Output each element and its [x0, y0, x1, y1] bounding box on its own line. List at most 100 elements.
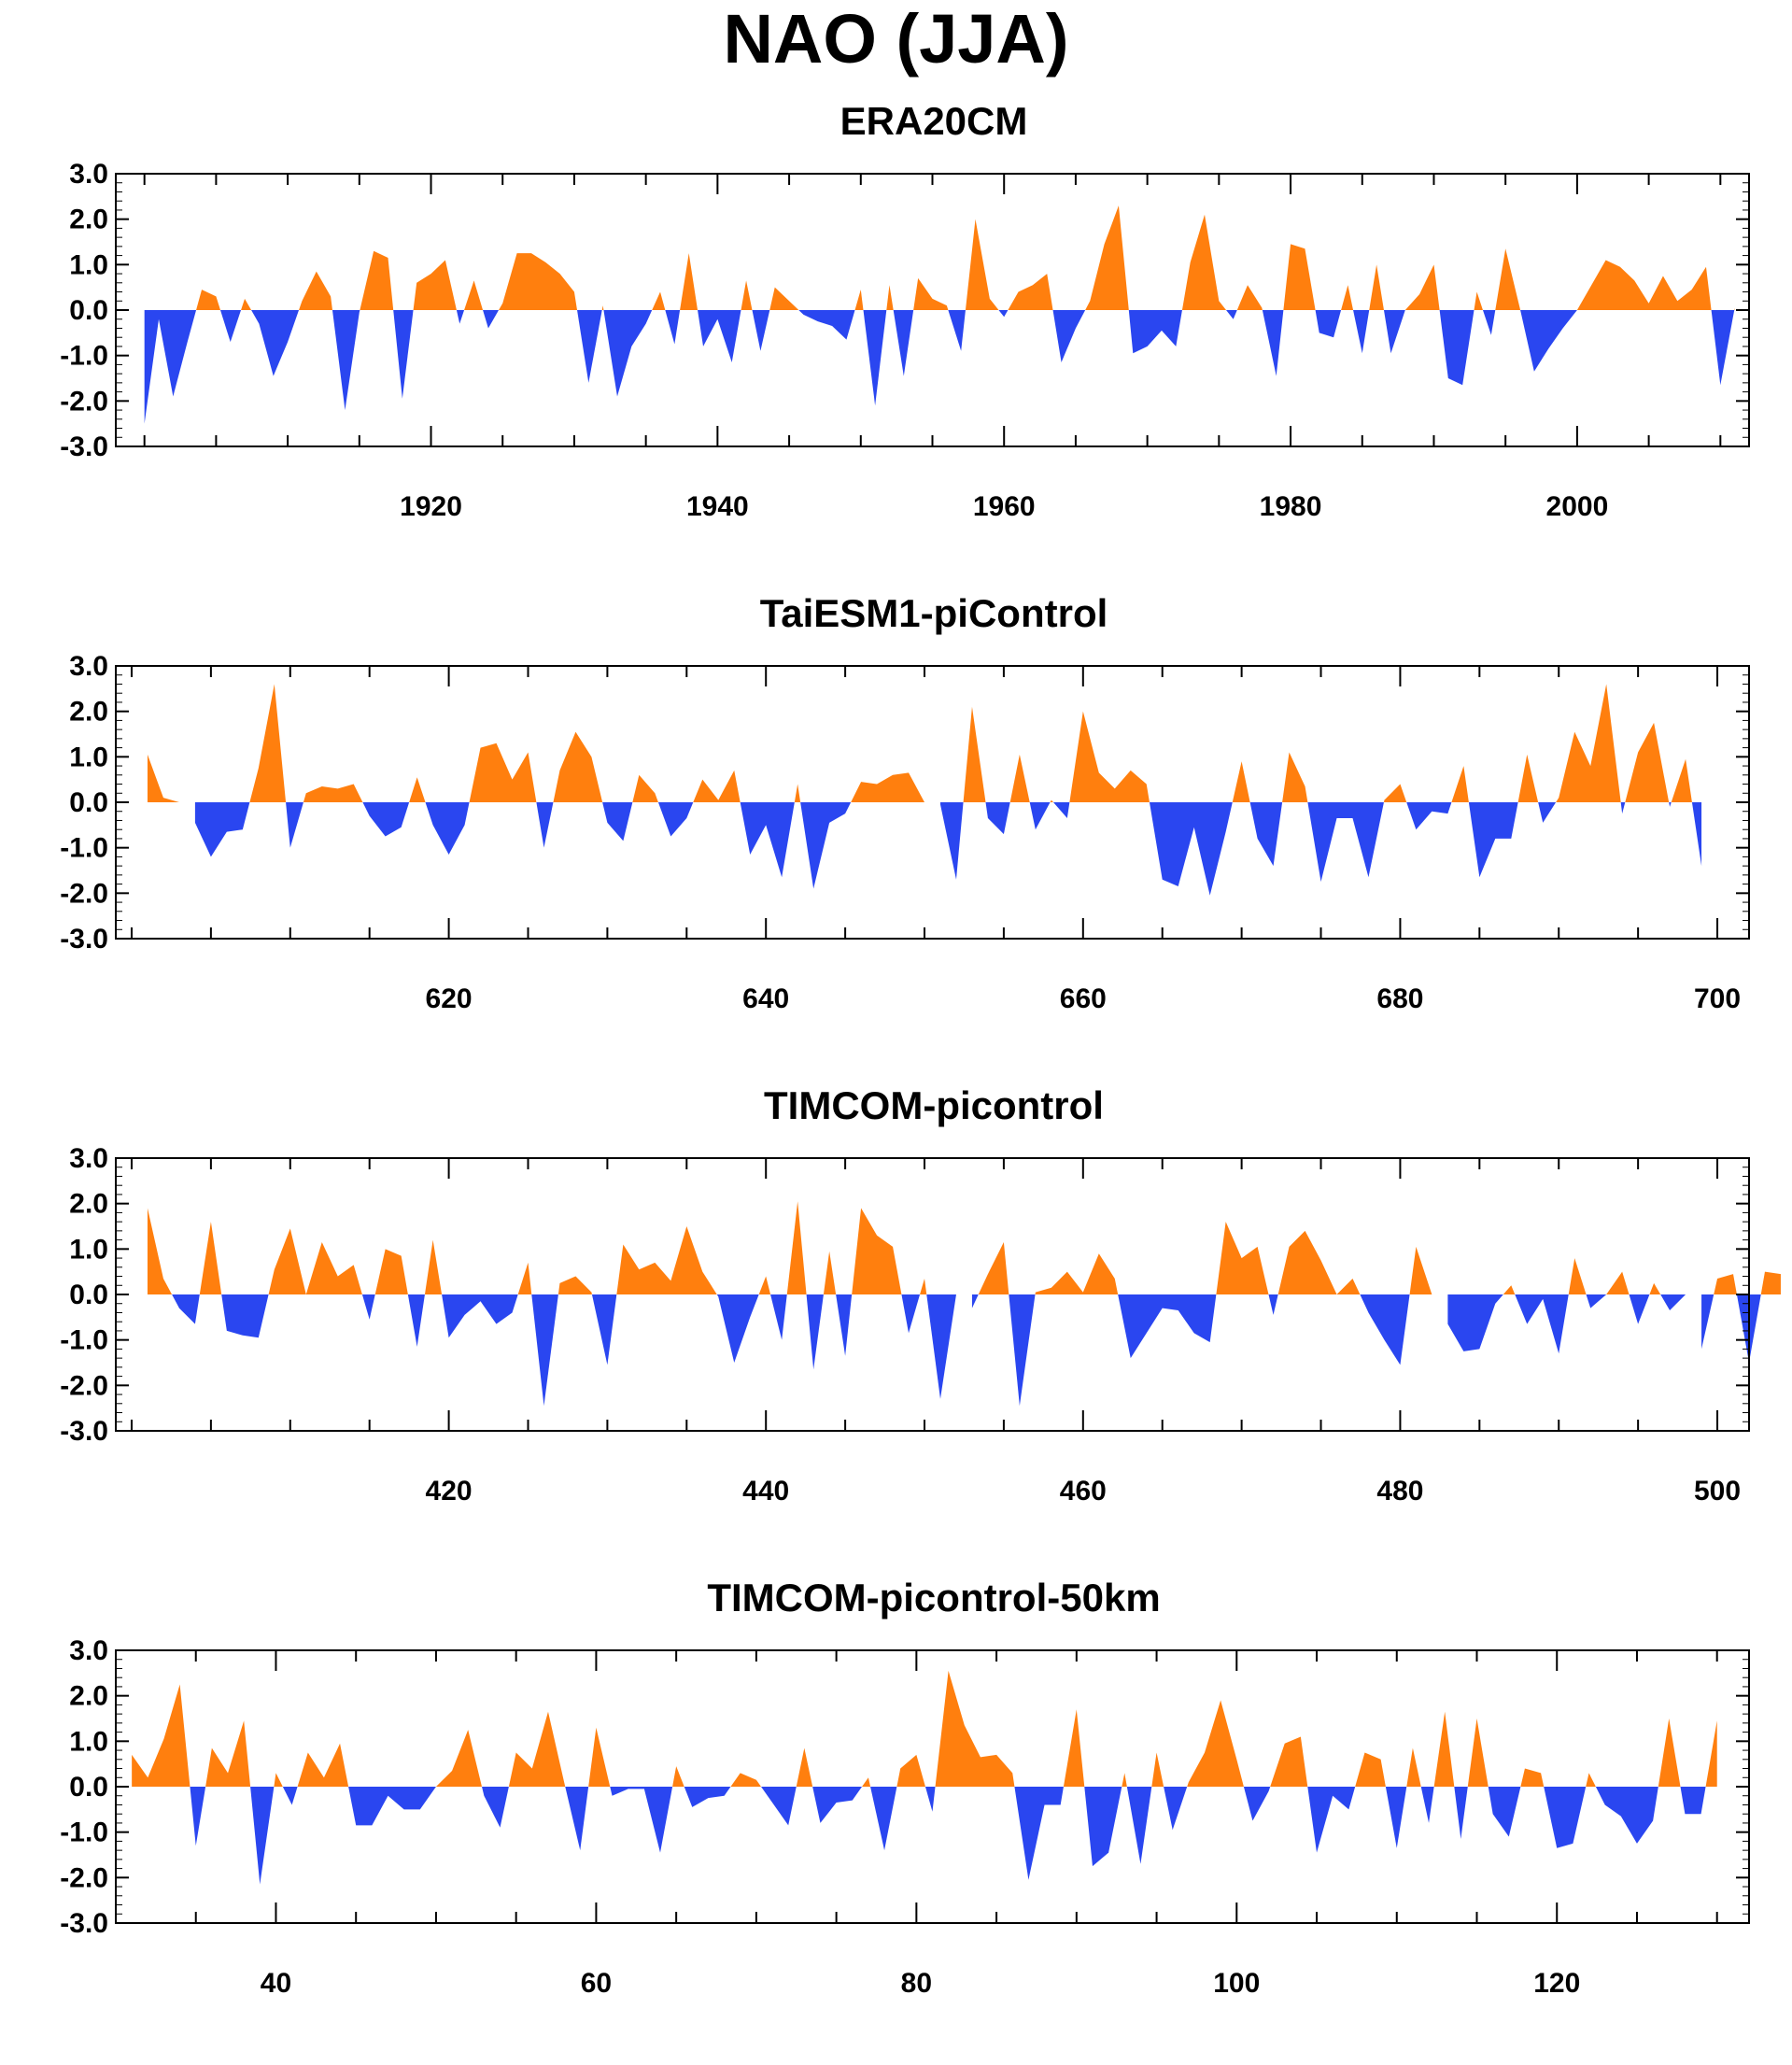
negative-area — [1483, 310, 1495, 335]
positive-area — [518, 1263, 532, 1294]
negative-area — [603, 310, 652, 396]
y-tick-label: 2.0 — [69, 205, 108, 235]
positive-area — [730, 1773, 761, 1787]
positive-area — [499, 253, 577, 310]
positive-area — [1518, 755, 1539, 802]
positive-area — [1761, 1272, 1781, 1294]
negative-area — [1596, 1787, 1658, 1844]
chart-panel-taiesm1-picontrol: TaiESM1-piControl3.02.01.00.0-1.0-2.0-3.… — [0, 586, 1792, 1081]
negative-area — [283, 1787, 298, 1804]
negative-area — [348, 1787, 436, 1825]
negative-area — [565, 1787, 588, 1850]
positive-area — [558, 1277, 592, 1294]
y-tick-label: 3.0 — [69, 1635, 108, 1666]
negative-area — [1226, 310, 1237, 319]
positive-area — [862, 1777, 870, 1787]
negative-area — [483, 310, 499, 328]
y-tick-label: 1.0 — [69, 742, 108, 772]
positive-area — [1151, 1753, 1164, 1788]
y-tick-label: 0.0 — [69, 1280, 108, 1310]
positive-area — [759, 1277, 770, 1294]
y-tick-label: -2.0 — [60, 1862, 108, 1893]
negative-area — [1250, 802, 1282, 866]
negative-area — [1406, 802, 1451, 829]
positive-area — [1658, 1718, 1681, 1787]
negative-area — [1263, 310, 1284, 376]
positive-area — [1672, 759, 1692, 802]
panel-title: TaiESM1-piControl — [760, 591, 1108, 635]
y-tick-label: 0.0 — [69, 295, 108, 326]
x-tick-label: 1940 — [686, 491, 749, 522]
positive-area — [303, 785, 362, 802]
negative-area — [1118, 1294, 1216, 1358]
positive-area — [200, 1222, 221, 1294]
negative-area — [1307, 802, 1384, 882]
positive-area — [769, 288, 798, 310]
positive-area — [1369, 264, 1384, 310]
negative-area — [1447, 1294, 1503, 1351]
negative-area — [1421, 1787, 1434, 1823]
negative-area — [1386, 1787, 1406, 1848]
positive-area — [409, 777, 425, 802]
negative-area — [577, 310, 602, 383]
negative-area — [602, 802, 632, 841]
negative-area — [1053, 310, 1086, 362]
positive-area — [1085, 205, 1129, 310]
positive-area — [795, 785, 800, 802]
negative-area — [393, 310, 413, 399]
chart-panel-timcom-picontrol-50km: TIMCOM-picontrol-50km3.02.01.00.0-1.0-2.… — [0, 1570, 1792, 2065]
negative-area — [752, 310, 769, 351]
negative-area — [870, 1787, 896, 1850]
x-tick-label: 100 — [1213, 1968, 1260, 1999]
y-tick-label: 0.0 — [69, 787, 108, 818]
positive-area — [741, 280, 753, 310]
positive-area — [360, 251, 393, 310]
y-tick-label: -3.0 — [60, 1416, 108, 1447]
x-tick-label: 680 — [1376, 983, 1423, 1014]
negative-area — [1669, 802, 1672, 807]
positive-area — [852, 1209, 901, 1294]
positive-area — [1216, 1222, 1268, 1294]
negative-area — [592, 1294, 616, 1365]
negative-area — [457, 310, 464, 324]
y-tick-label: 2.0 — [69, 1189, 108, 1220]
positive-area — [1606, 1272, 1629, 1294]
positive-area — [148, 755, 195, 802]
x-tick-label: 1960 — [973, 491, 1036, 522]
negative-area — [770, 1294, 787, 1340]
negative-area — [1712, 310, 1735, 385]
negative-area — [286, 802, 303, 848]
negative-area — [362, 802, 409, 837]
negative-area — [1150, 802, 1233, 896]
positive-area — [1714, 1274, 1737, 1294]
negative-area — [1129, 310, 1182, 353]
y-tick-label: 1.0 — [69, 1234, 108, 1265]
positive-area — [886, 285, 893, 310]
negative-area — [220, 310, 241, 342]
positive-area — [464, 280, 483, 310]
y-tick-label: 3.0 — [69, 1143, 108, 1174]
negative-area — [426, 802, 470, 855]
positive-area — [436, 1730, 482, 1787]
positive-area — [966, 219, 999, 310]
y-tick-label: -3.0 — [60, 431, 108, 462]
x-tick-label: 660 — [1060, 983, 1107, 1014]
negative-area — [1127, 1787, 1151, 1864]
negative-area — [1681, 1787, 1706, 1814]
figure-title: NAO (JJA) — [0, 0, 1792, 78]
negative-area — [741, 802, 795, 877]
y-tick-label: -1.0 — [60, 833, 108, 864]
positive-area — [1008, 274, 1052, 310]
negative-area — [998, 310, 1008, 317]
negative-area — [1268, 1294, 1277, 1315]
x-tick-label: 460 — [1060, 1476, 1107, 1506]
negative-area — [362, 1294, 375, 1320]
negative-area — [1692, 802, 1701, 866]
positive-area — [132, 1685, 190, 1788]
positive-area — [964, 707, 986, 802]
positive-area — [797, 1748, 812, 1787]
negative-area — [1164, 1787, 1187, 1830]
positive-area — [205, 1720, 250, 1787]
negative-area — [863, 310, 886, 405]
x-tick-label: 620 — [426, 983, 473, 1014]
